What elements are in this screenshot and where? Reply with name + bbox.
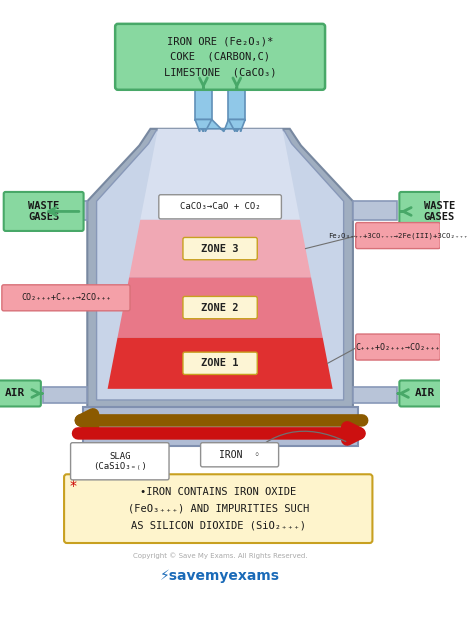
Polygon shape [82,407,357,447]
FancyBboxPatch shape [71,443,169,480]
Polygon shape [228,89,245,120]
FancyBboxPatch shape [183,352,257,375]
Polygon shape [195,89,212,120]
Text: Copyright © Save My Exams. All Rights Reserved.: Copyright © Save My Exams. All Rights Re… [133,553,307,560]
FancyArrowPatch shape [95,444,122,476]
Text: •IRON CONTAINS IRON OXIDE
(FeO₃₊₊₊) AND IMPURITIES SUCH
AS SILICON DIOXIDE (SiO₂: •IRON CONTAINS IRON OXIDE (FeO₃₊₊₊) AND … [128,487,309,530]
Polygon shape [129,220,311,278]
FancyArrowPatch shape [242,431,346,463]
Text: ⚡savemyexams: ⚡savemyexams [160,569,280,584]
FancyBboxPatch shape [201,443,279,467]
Bar [43,201,87,220]
Text: ZONE 2: ZONE 2 [201,302,239,313]
Polygon shape [108,337,333,389]
FancyBboxPatch shape [0,381,41,407]
Polygon shape [97,131,344,400]
Text: AIR: AIR [5,389,25,399]
Polygon shape [87,129,353,407]
FancyBboxPatch shape [400,192,474,231]
FancyBboxPatch shape [159,195,282,219]
FancyBboxPatch shape [356,223,440,249]
FancyBboxPatch shape [183,296,257,319]
Text: CaCO₃→CaO + CO₂: CaCO₃→CaO + CO₂ [180,202,260,211]
FancyBboxPatch shape [356,334,440,360]
Bar [353,201,398,220]
Text: AIR: AIR [415,389,436,399]
Text: Fe₂O₃₊₊₊+3CO₊₊₊→2Fe(III)+3CO₂₊₊₊: Fe₂O₃₊₊₊+3CO₊₊₊→2Fe(III)+3CO₂₊₊₊ [328,233,468,239]
Text: IRON  ◦: IRON ◦ [219,450,260,460]
Text: WASTE
GASES: WASTE GASES [28,201,59,222]
FancyBboxPatch shape [115,24,325,90]
FancyBboxPatch shape [2,285,130,311]
FancyBboxPatch shape [64,474,373,543]
Text: IRON ORE (Fe₂O₃)*
COKE  (CARBON,C)
LIMESTONE  (CaCO₃): IRON ORE (Fe₂O₃)* COKE (CARBON,C) LIMEST… [164,36,276,77]
Bar [43,387,87,403]
Polygon shape [195,120,245,131]
Text: C₊₊₊+O₂₊₊₊→CO₂₊₊₊: C₊₊₊+O₂₊₊₊→CO₂₊₊₊ [356,342,440,352]
Text: ZONE 3: ZONE 3 [201,244,239,254]
Bar [353,387,398,403]
Polygon shape [228,120,245,131]
Polygon shape [118,278,323,337]
Text: *: * [70,479,77,494]
FancyBboxPatch shape [4,192,83,231]
Text: SLAG
(CaSiO₃₌₍): SLAG (CaSiO₃₌₍) [93,452,146,471]
Text: ZONE 1: ZONE 1 [201,358,239,368]
FancyBboxPatch shape [400,381,451,407]
Text: WASTE
GASES: WASTE GASES [424,201,455,222]
FancyBboxPatch shape [183,238,257,260]
Text: CO₂₊₊₊+C₊₊₊→2CO₊₊₊: CO₂₊₊₊+C₊₊₊→2CO₊₊₊ [21,293,111,302]
Polygon shape [195,120,212,131]
Polygon shape [140,129,300,220]
